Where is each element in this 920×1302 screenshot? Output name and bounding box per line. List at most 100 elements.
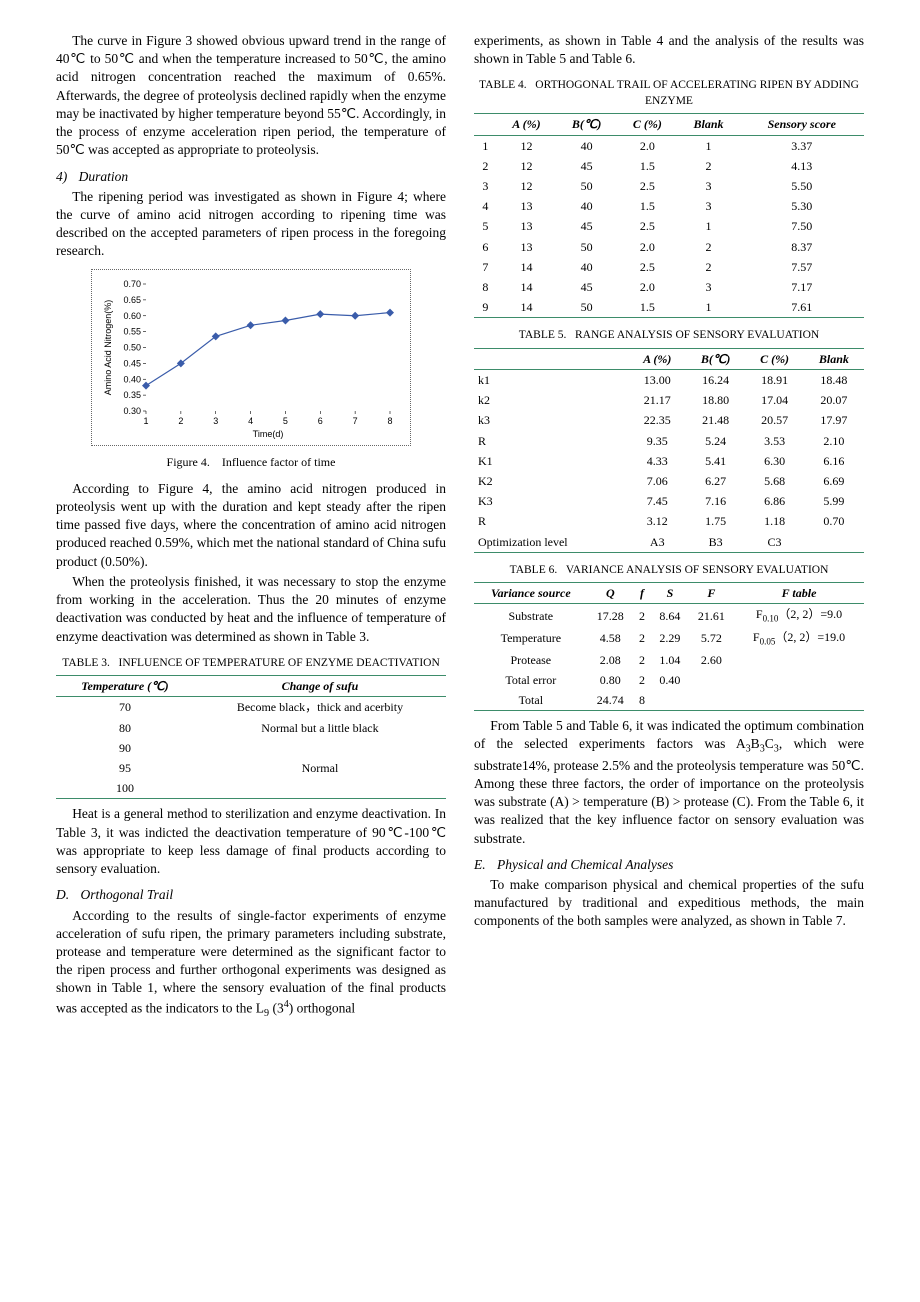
- table-cell: 3: [678, 176, 740, 196]
- table-cell: Total error: [474, 670, 588, 690]
- table-cell: 7.45: [629, 491, 687, 511]
- table-cell: [734, 670, 864, 690]
- table-cell: 6.16: [804, 451, 864, 471]
- section-letter: E.: [474, 857, 486, 872]
- table-cell: 40: [556, 135, 617, 156]
- table-cell: 12: [497, 176, 556, 196]
- table-cell: k2: [474, 390, 629, 410]
- table-cell: 40: [556, 257, 617, 277]
- fig-label: Figure 4.: [167, 455, 210, 469]
- table-cell: [804, 532, 864, 553]
- table-cell: 5.72: [689, 627, 734, 650]
- table-cell: 5.41: [686, 451, 745, 471]
- table-cell: 8.37: [739, 237, 864, 257]
- svg-text:0.30: 0.30: [123, 406, 141, 416]
- svg-text:3: 3: [213, 416, 218, 426]
- table-cell: 1.5: [617, 156, 677, 176]
- svg-text:0.35: 0.35: [123, 390, 141, 400]
- table-cell: F0.05（2, 2）=19.0: [734, 627, 864, 650]
- table-cell: 2.29: [651, 627, 689, 650]
- fig-text: Influence factor of time: [222, 455, 336, 469]
- table-cell: 1.75: [686, 511, 745, 531]
- table-cell: 1: [474, 135, 497, 156]
- svg-text:0.70: 0.70: [123, 279, 141, 289]
- table-cell: 2: [678, 156, 740, 176]
- table-cell: 5.24: [686, 431, 745, 451]
- table-header: A (%): [629, 348, 687, 369]
- table-cell: 17.04: [745, 390, 804, 410]
- table-cell: 2.08: [588, 650, 633, 670]
- table-header: f: [633, 583, 651, 604]
- table-cell: 14: [497, 277, 556, 297]
- table-cell: 18.48: [804, 370, 864, 391]
- table-cell: 14: [497, 297, 556, 318]
- table-cell: 7.57: [739, 257, 864, 277]
- table-cell: Total: [474, 690, 588, 711]
- table-cell: 6.86: [745, 491, 804, 511]
- table-header: F: [689, 583, 734, 604]
- table-cell: F0.10（2, 2）=9.0: [734, 604, 864, 627]
- table-cell: 5.50: [739, 176, 864, 196]
- table-cell: 90: [56, 738, 194, 758]
- table-cell: 0.40: [651, 670, 689, 690]
- table-cell: 2: [633, 670, 651, 690]
- svg-text:Time(d): Time(d): [253, 429, 284, 439]
- table-cell: k1: [474, 370, 629, 391]
- table-cell: [734, 690, 864, 711]
- table-cell: 7.61: [739, 297, 864, 318]
- table-cell: 4: [474, 196, 497, 216]
- table-cell: C3: [745, 532, 804, 553]
- table-cell: 2.5: [617, 176, 677, 196]
- table-cell: 12: [497, 135, 556, 156]
- table-header: S: [651, 583, 689, 604]
- table-cell: 45: [556, 216, 617, 236]
- table-cell: K2: [474, 471, 629, 491]
- table-3-caption: TABLE 3. INFLUENCE OF TEMPERATURE OF ENZ…: [56, 656, 446, 672]
- para-cont: experiments, as shown in Table 4 and the…: [474, 32, 864, 68]
- table-header: Sensory score: [739, 114, 864, 135]
- table-header: [474, 348, 629, 369]
- table-cell: [689, 690, 734, 711]
- table-cell: 22.35: [629, 410, 687, 430]
- table-5: A (%)B(℃)C (%)Blankk113.0016.2418.9118.4…: [474, 348, 864, 553]
- table-header: B(℃): [686, 348, 745, 369]
- table-cell: 2.5: [617, 216, 677, 236]
- figure-4-caption: Figure 4. Influence factor of time: [56, 454, 446, 470]
- svg-text:0.65: 0.65: [123, 295, 141, 305]
- table-cell: 13: [497, 196, 556, 216]
- table-cell: 0.80: [588, 670, 633, 690]
- table-cell: 2: [633, 650, 651, 670]
- para-fig4-analysis: According to Figure 4, the amino acid ni…: [56, 480, 446, 571]
- table-cell: k3: [474, 410, 629, 430]
- table-cell: 40: [556, 196, 617, 216]
- table-header: Change of sufu: [194, 676, 446, 697]
- table-cell: 21.48: [686, 410, 745, 430]
- table-cell: 70: [56, 697, 194, 718]
- table-cell: 45: [556, 277, 617, 297]
- table-cell: 8: [633, 690, 651, 711]
- table-cell: [689, 670, 734, 690]
- table-cell: 1.5: [617, 196, 677, 216]
- table-cell: 95: [56, 758, 194, 778]
- table-cell: 24.74: [588, 690, 633, 711]
- table-cell: 13: [497, 237, 556, 257]
- table-cell: 7.16: [686, 491, 745, 511]
- table-cell: 7: [474, 257, 497, 277]
- table-header: [474, 114, 497, 135]
- table-cell: 4.58: [588, 627, 633, 650]
- svg-text:2: 2: [178, 416, 183, 426]
- table-6-caption: TABLE 6. VARIANCE ANALYSIS OF SENSORY EV…: [474, 563, 864, 579]
- svg-text:0.45: 0.45: [123, 358, 141, 368]
- table-cell: 1.5: [617, 297, 677, 318]
- table-cell: 2: [678, 237, 740, 257]
- table-cell: 4.33: [629, 451, 687, 471]
- table-cell: 6: [474, 237, 497, 257]
- svg-text:7: 7: [353, 416, 358, 426]
- table-cell: 2: [678, 257, 740, 277]
- table-cell: 12: [497, 156, 556, 176]
- table-cell: 17.28: [588, 604, 633, 627]
- table-cell: [651, 690, 689, 711]
- table-cell: 20.57: [745, 410, 804, 430]
- table-cell: 3: [474, 176, 497, 196]
- table-cell: 9.35: [629, 431, 687, 451]
